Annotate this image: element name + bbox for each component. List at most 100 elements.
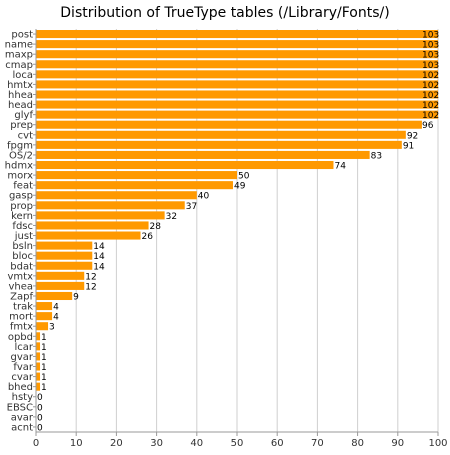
bar: [36, 322, 49, 331]
x-tick-label: 80: [351, 438, 364, 449]
bar: [36, 362, 41, 371]
category-label: mort: [9, 312, 33, 323]
category-label: post: [11, 30, 33, 41]
value-label: 0: [37, 413, 43, 423]
category-label: bhed: [8, 382, 33, 393]
value-label: 0: [37, 393, 43, 403]
value-label: 102: [422, 101, 439, 111]
value-label: 1: [41, 353, 47, 363]
value-label: 103: [422, 31, 439, 41]
bar: [36, 261, 93, 270]
bar: [36, 150, 370, 159]
value-label: 50: [238, 172, 250, 182]
value-label: 14: [93, 252, 105, 262]
value-label: 4: [53, 303, 59, 313]
bar: [36, 231, 141, 240]
x-tick-label: 100: [428, 438, 447, 449]
category-label: lcar: [14, 342, 33, 353]
x-tick-label: 20: [110, 438, 123, 449]
value-label: 1: [41, 333, 47, 343]
category-label: Zapf: [10, 291, 33, 302]
value-label: 102: [422, 91, 439, 101]
category-label: bsln: [12, 241, 33, 252]
category-label: prep: [10, 120, 33, 131]
bars: [36, 30, 438, 391]
bar: [36, 372, 41, 381]
value-label: 102: [422, 111, 439, 121]
value-label: 9: [73, 292, 79, 302]
value-label: 96: [422, 121, 434, 131]
bar: [36, 30, 438, 39]
category-label: hmtx: [7, 80, 33, 91]
bar: [36, 191, 197, 200]
category-label: kern: [11, 211, 33, 222]
value-label: 12: [85, 282, 96, 292]
bar: [36, 80, 438, 89]
category-label: vmtx: [8, 271, 34, 282]
category-label: gasp: [9, 191, 33, 202]
bar: [36, 312, 53, 321]
bar: [36, 382, 41, 391]
x-tick-label: 90: [391, 438, 404, 449]
category-label: cmap: [5, 60, 33, 71]
category-label: maxp: [5, 50, 33, 61]
category-label: avar: [11, 412, 34, 423]
grid-lines: [35, 29, 439, 432]
bar: [36, 291, 73, 301]
bar: [36, 251, 93, 260]
bar: [36, 332, 41, 341]
value-label: 83: [371, 151, 382, 161]
category-label: morx: [7, 171, 33, 182]
bar: [36, 160, 334, 170]
category-label: fmtx: [10, 322, 33, 333]
category-label: hsty: [12, 392, 33, 403]
bar: [36, 90, 438, 99]
value-label: 1: [41, 343, 47, 353]
bar: [36, 302, 53, 311]
category-label: name: [5, 40, 33, 51]
bar: [36, 181, 233, 190]
category-label: prop: [10, 201, 33, 212]
bar: [36, 281, 85, 290]
category-label: OS/2: [9, 150, 33, 161]
category-label: trak: [13, 302, 33, 313]
bar: [36, 40, 438, 49]
category-label: bdat: [10, 261, 33, 272]
value-label: 0: [37, 423, 43, 433]
bar: [36, 201, 185, 210]
x-tick-label: 60: [271, 438, 284, 449]
category-label: feat: [13, 181, 33, 192]
value-label: 4: [53, 313, 59, 323]
x-tick-label: 50: [231, 438, 244, 449]
bar: [36, 70, 438, 79]
category-label: EBSC: [7, 402, 33, 413]
category-label: gvar: [10, 352, 33, 363]
category-label: glyf: [14, 110, 33, 121]
value-label: 103: [422, 51, 439, 61]
bar: [36, 130, 406, 139]
value-label: 32: [166, 212, 177, 222]
chart-title: Distribution of TrueType tables (/Librar…: [60, 5, 389, 21]
x-tick-label: 40: [190, 438, 203, 449]
value-label: 14: [93, 242, 105, 252]
value-label: 26: [142, 232, 154, 242]
category-label: hhea: [8, 90, 33, 101]
bar: [36, 140, 402, 149]
value-label: 102: [422, 71, 439, 81]
x-tick-label: 0: [33, 438, 39, 449]
bar: [36, 60, 438, 69]
value-label: 1: [41, 383, 47, 393]
bar: [36, 342, 41, 351]
x-tick-label: 70: [311, 438, 324, 449]
value-label: 103: [422, 41, 439, 51]
value-label: 1: [41, 363, 47, 373]
bar: [36, 50, 438, 59]
axes: [33, 29, 439, 436]
bar: [36, 171, 237, 180]
category-label: cvar: [11, 372, 34, 383]
category-label: head: [8, 100, 33, 111]
category-label: acnt: [11, 422, 33, 433]
value-label: 40: [198, 192, 210, 202]
